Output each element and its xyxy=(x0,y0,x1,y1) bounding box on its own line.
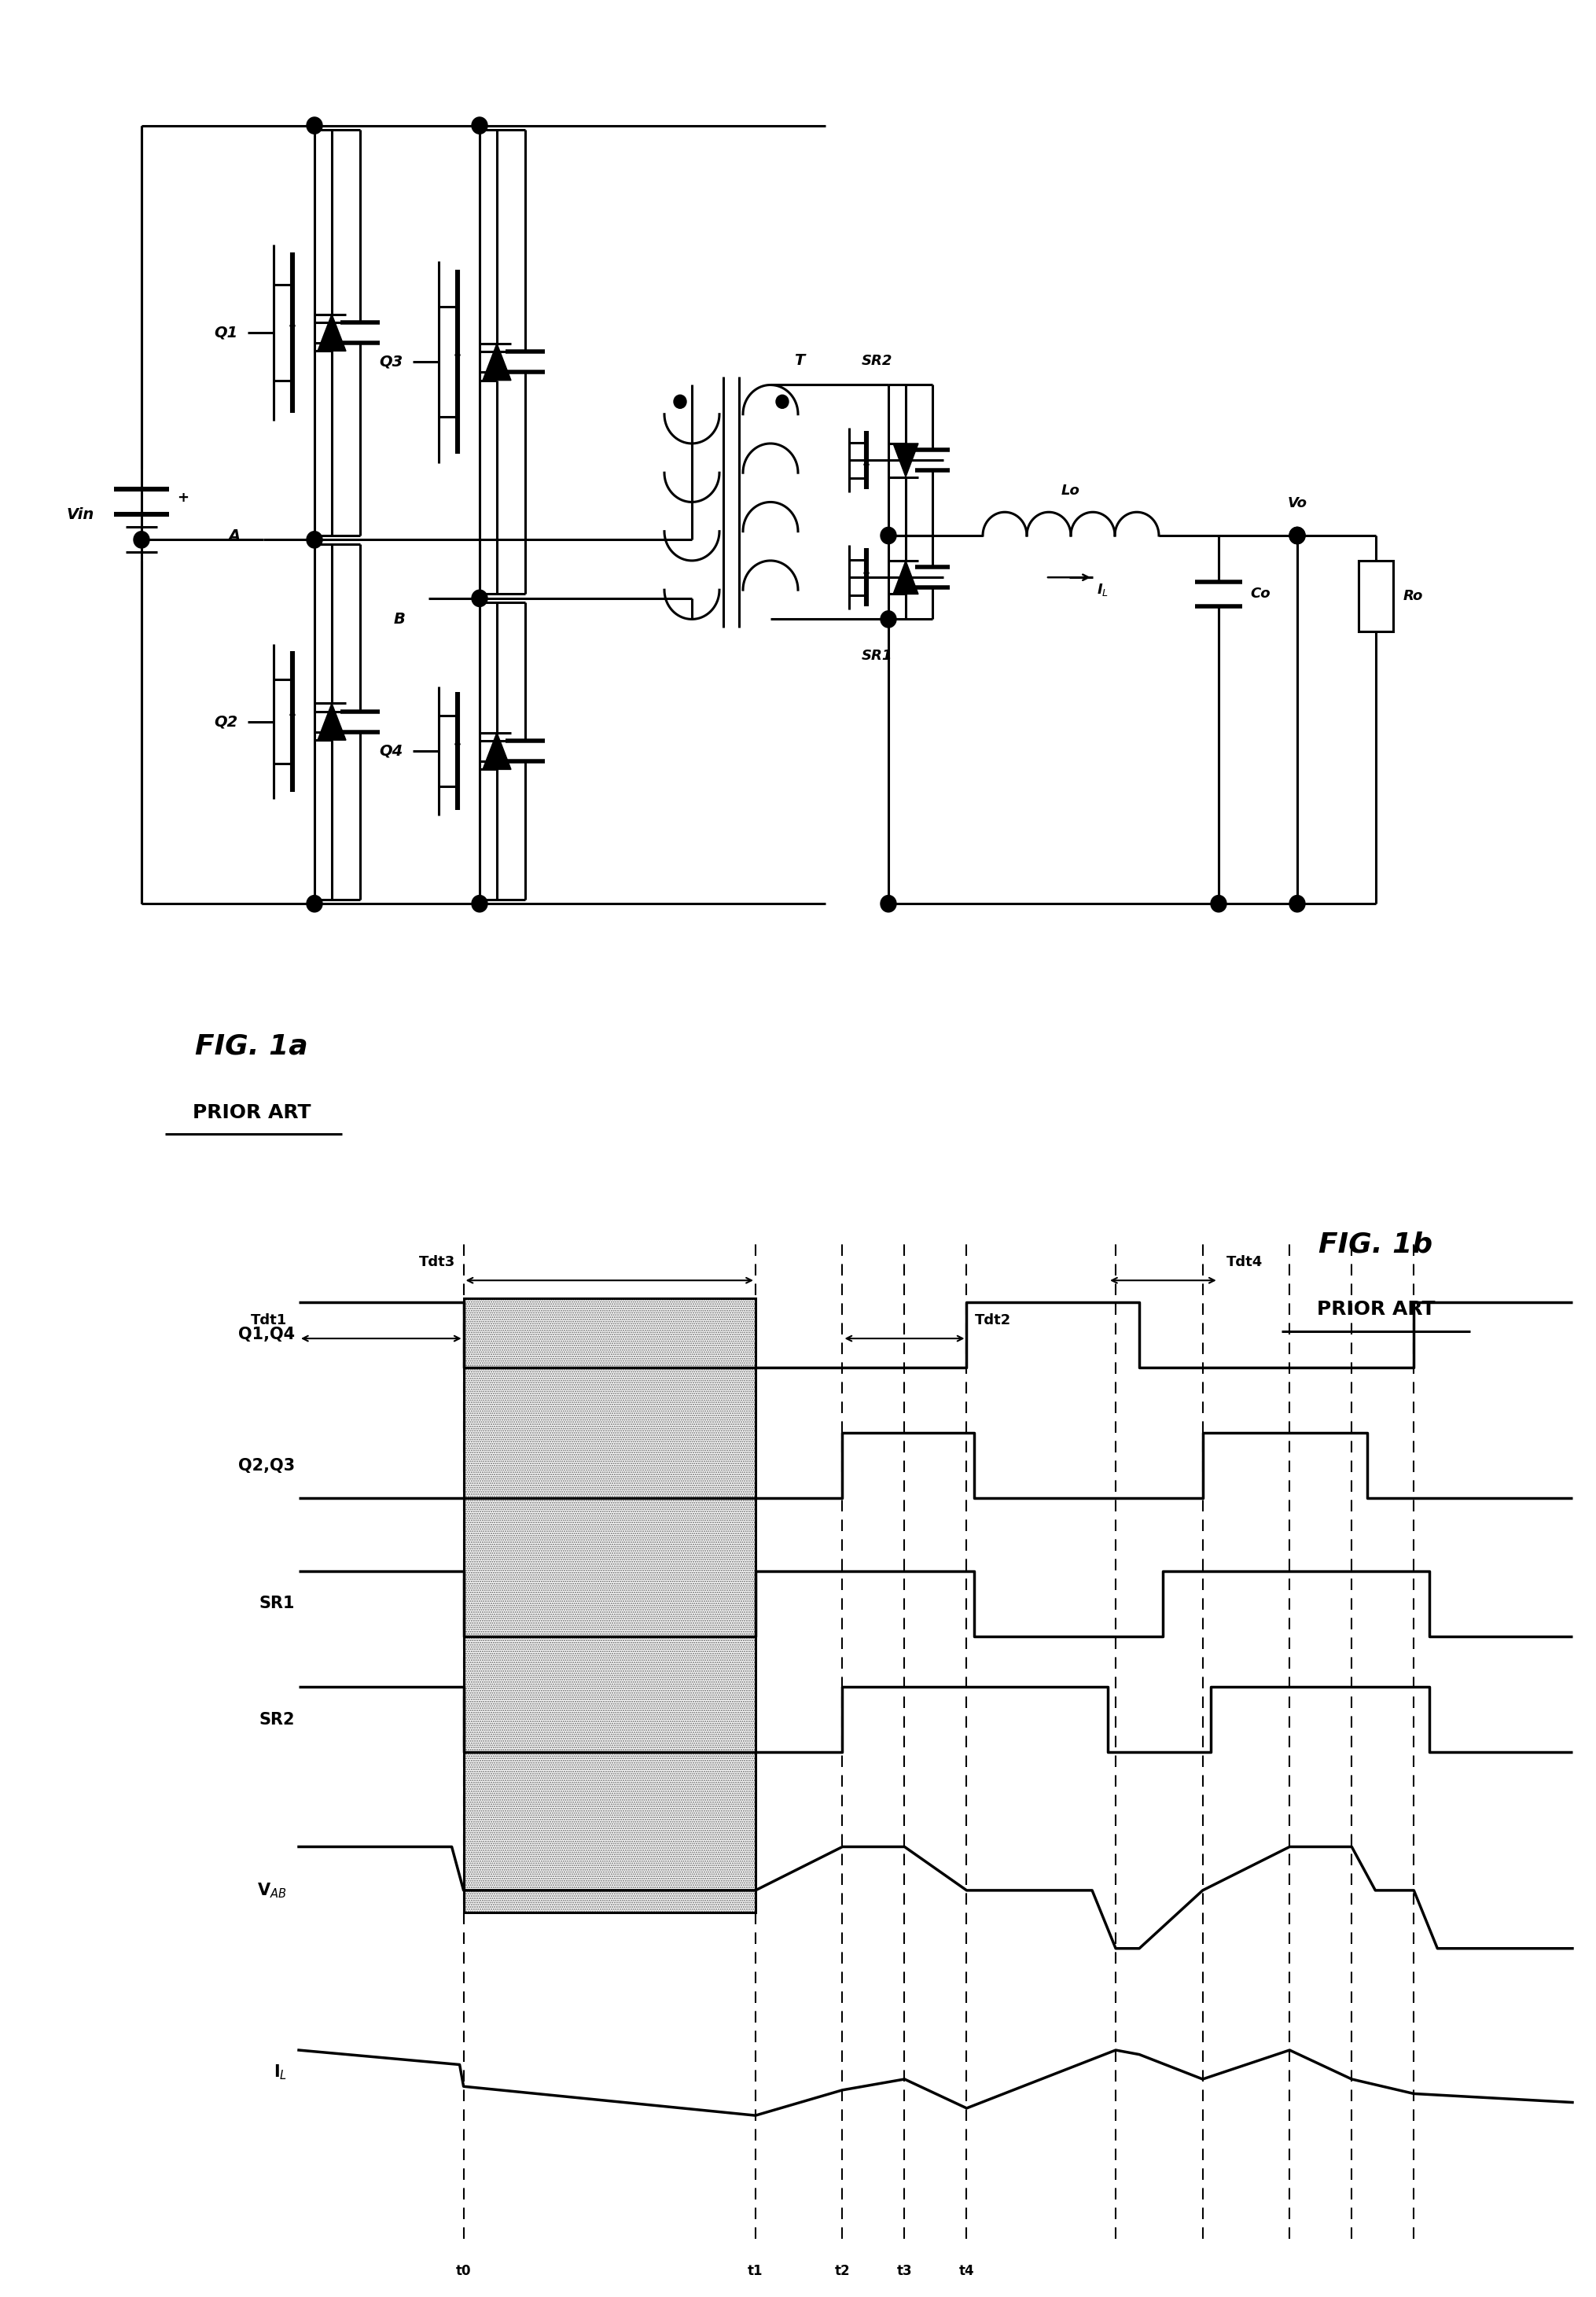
Text: Ro: Ro xyxy=(1403,588,1422,602)
Text: t4: t4 xyxy=(959,2265,974,2279)
Bar xyxy=(463,1298,755,1911)
Text: A: A xyxy=(228,528,239,542)
Text: Vin: Vin xyxy=(67,508,94,521)
Text: t0: t0 xyxy=(455,2265,471,2279)
Circle shape xyxy=(674,395,686,409)
Text: FIG. 1a: FIG. 1a xyxy=(195,1034,308,1059)
Text: t3: t3 xyxy=(897,2265,911,2279)
Polygon shape xyxy=(318,315,346,351)
Bar xyxy=(463,1298,755,1911)
Circle shape xyxy=(1288,526,1304,544)
Text: Q2,Q3: Q2,Q3 xyxy=(238,1459,295,1472)
Text: Tdt4: Tdt4 xyxy=(1226,1256,1262,1270)
Text: Co: Co xyxy=(1250,588,1269,602)
Text: Vo: Vo xyxy=(1286,496,1307,510)
Text: PRIOR ART: PRIOR ART xyxy=(1317,1300,1435,1318)
Circle shape xyxy=(306,117,322,133)
Text: I$_L$: I$_L$ xyxy=(1096,581,1108,597)
Circle shape xyxy=(1210,896,1226,912)
Text: t2: t2 xyxy=(835,2265,849,2279)
Text: Q3: Q3 xyxy=(380,354,404,370)
Circle shape xyxy=(471,117,487,133)
Text: Lo: Lo xyxy=(1061,485,1079,498)
Circle shape xyxy=(471,896,487,912)
Text: Q4: Q4 xyxy=(380,744,404,758)
Text: t1: t1 xyxy=(747,2265,763,2279)
Polygon shape xyxy=(892,560,918,595)
Text: SR2: SR2 xyxy=(860,354,892,368)
Text: Q1: Q1 xyxy=(214,326,238,340)
Text: Tdt3: Tdt3 xyxy=(420,1256,455,1270)
Text: B: B xyxy=(393,611,405,627)
Text: T: T xyxy=(793,354,804,368)
Circle shape xyxy=(306,896,322,912)
Circle shape xyxy=(1288,526,1304,544)
Circle shape xyxy=(134,531,150,549)
Circle shape xyxy=(879,611,895,627)
Text: FIG. 1b: FIG. 1b xyxy=(1318,1231,1432,1256)
Polygon shape xyxy=(482,345,511,381)
Text: V$_{AB}$: V$_{AB}$ xyxy=(257,1881,287,1900)
Circle shape xyxy=(306,531,322,549)
Text: Tdt2: Tdt2 xyxy=(974,1314,1010,1328)
Text: SR1: SR1 xyxy=(860,648,892,662)
Text: PRIOR ART: PRIOR ART xyxy=(193,1103,311,1123)
Circle shape xyxy=(1288,896,1304,912)
Polygon shape xyxy=(482,733,511,769)
Circle shape xyxy=(776,395,788,409)
Bar xyxy=(1358,560,1392,632)
Text: SR1: SR1 xyxy=(259,1596,295,1612)
Text: Tdt1: Tdt1 xyxy=(251,1314,287,1328)
Text: SR2: SR2 xyxy=(259,1711,295,1727)
Polygon shape xyxy=(318,703,346,740)
Text: Q2: Q2 xyxy=(214,714,238,728)
Polygon shape xyxy=(892,443,918,478)
Circle shape xyxy=(879,896,895,912)
Circle shape xyxy=(879,526,895,544)
Text: I$_L$: I$_L$ xyxy=(273,2063,287,2081)
Text: +: + xyxy=(177,492,188,505)
Text: Q1,Q4: Q1,Q4 xyxy=(238,1328,295,1344)
Circle shape xyxy=(471,590,487,606)
